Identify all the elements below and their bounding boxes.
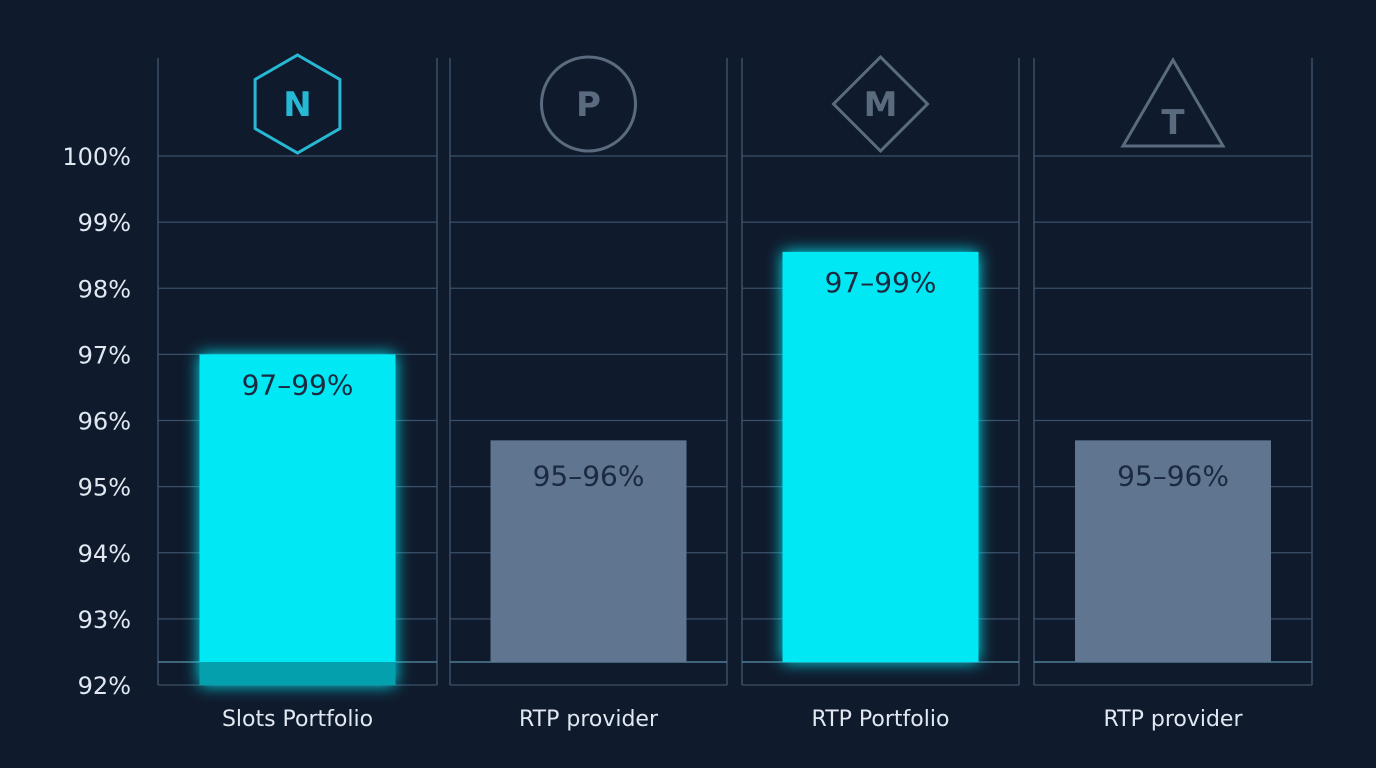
icon-shape — [540, 55, 637, 153]
triangle-t-icon: T — [1120, 57, 1226, 148]
category-label: RTP provider — [1103, 707, 1243, 732]
category-label: RTP Portfolio — [812, 707, 950, 732]
bar — [199, 354, 396, 685]
icon-letter: M — [864, 85, 898, 125]
bar-value-label: 97–99% — [825, 266, 937, 299]
diamond-m-icon: M — [831, 54, 930, 154]
icon-shape — [831, 54, 930, 154]
bar-value-label: 97–99% — [242, 368, 354, 401]
category-label: Slots Portfolio — [222, 707, 373, 732]
bar-fade — [199, 662, 396, 685]
category-label: RTP provider — [519, 707, 659, 732]
y-tick-label: 99% — [78, 209, 131, 237]
icon-shape — [253, 53, 342, 155]
hexagon-n-icon: N — [253, 53, 342, 155]
bar-layer — [199, 251, 1271, 685]
y-tick-label: 93% — [78, 606, 131, 634]
icon-letter: T — [1161, 103, 1185, 143]
y-tick-label: 100% — [62, 143, 131, 171]
label-layer: 92% 93% 94% 95% 96% 97% 98% 99% 100% 97–99% Slots … — [62, 143, 1243, 732]
bar-value-label: 95–96% — [1117, 459, 1229, 492]
bar — [490, 440, 687, 662]
y-tick-label: 97% — [78, 341, 131, 369]
bar-value-label: 95–96% — [533, 459, 645, 492]
bar — [782, 251, 979, 662]
icon-letter: N — [283, 85, 311, 125]
y-tick-label: 94% — [78, 540, 131, 568]
icon-shape — [1120, 57, 1226, 148]
y-tick-label: 98% — [78, 275, 131, 303]
y-tick-label: 96% — [78, 408, 131, 436]
bar — [1075, 440, 1271, 662]
circle-p-icon: P — [540, 55, 637, 153]
icon-letter: P — [576, 85, 601, 125]
y-tick-label: 92% — [78, 672, 131, 700]
y-tick-label: 95% — [78, 474, 131, 502]
